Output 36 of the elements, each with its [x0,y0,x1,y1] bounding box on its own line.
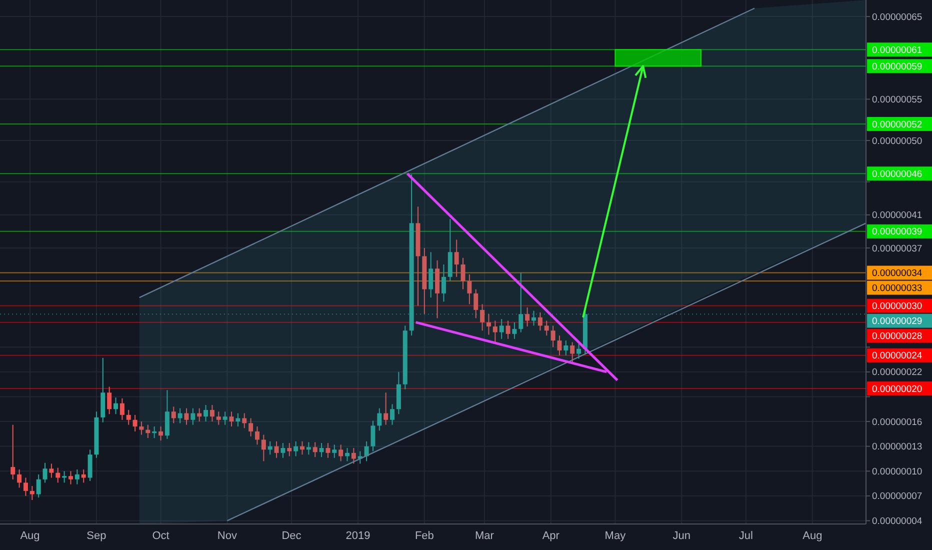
y-tick-label: 0.00000007 [872,491,922,502]
x-tick-label: Feb [414,530,434,542]
y-tick-label: 0.00000050 [872,136,922,147]
x-tick-label: Oct [152,530,170,542]
y-tick-label: 0.00000022 [872,367,922,378]
ref-line-label: 0.00000033 [872,283,922,294]
x-tick-label: Jul [738,530,753,542]
ref-line-label: 0.00000059 [872,61,922,72]
y-tick-label: 0.00000013 [872,442,922,453]
ref-line-label: 0.00000029 [872,316,922,328]
ref-line-label: 0.00000039 [872,226,922,238]
x-tick-label: Dec [282,530,302,542]
ref-line-label: 0.00000052 [872,119,922,130]
x-tick-label: May [604,530,626,542]
ref-line-label: 0.00000034 [872,268,922,280]
y-tick-label: 0.00000004 [872,516,922,528]
ref-line-label: 0.00000020 [872,384,922,395]
ref-line-label: 0.00000046 [872,168,922,180]
y-tick-label: 0.00000010 [872,466,922,478]
x-tick-label: Apr [542,530,560,542]
y-tick-label: 0.00000016 [872,416,922,428]
x-tick-label: Jun [672,530,691,542]
y-tick-label: 0.00000055 [872,94,922,106]
x-tick-label: Aug [20,530,40,542]
x-tick-label: Sep [86,530,106,542]
x-tick-label: Nov [217,530,238,542]
ref-line-label: 0.00000030 [872,301,922,312]
x-tick-label: Aug [802,530,822,542]
ref-line-label: 0.00000028 [872,331,922,342]
x-tick-label: 2019 [346,530,370,542]
y-tick-label: 0.00000037 [872,243,922,254]
ref-line-label: 0.00000061 [872,44,922,56]
x-tick-label: Mar [474,530,494,542]
ref-line-label: 0.00000024 [872,350,922,362]
y-tick-label: 0.00000041 [872,210,922,222]
y-tick-label: 0.00000065 [872,12,922,23]
